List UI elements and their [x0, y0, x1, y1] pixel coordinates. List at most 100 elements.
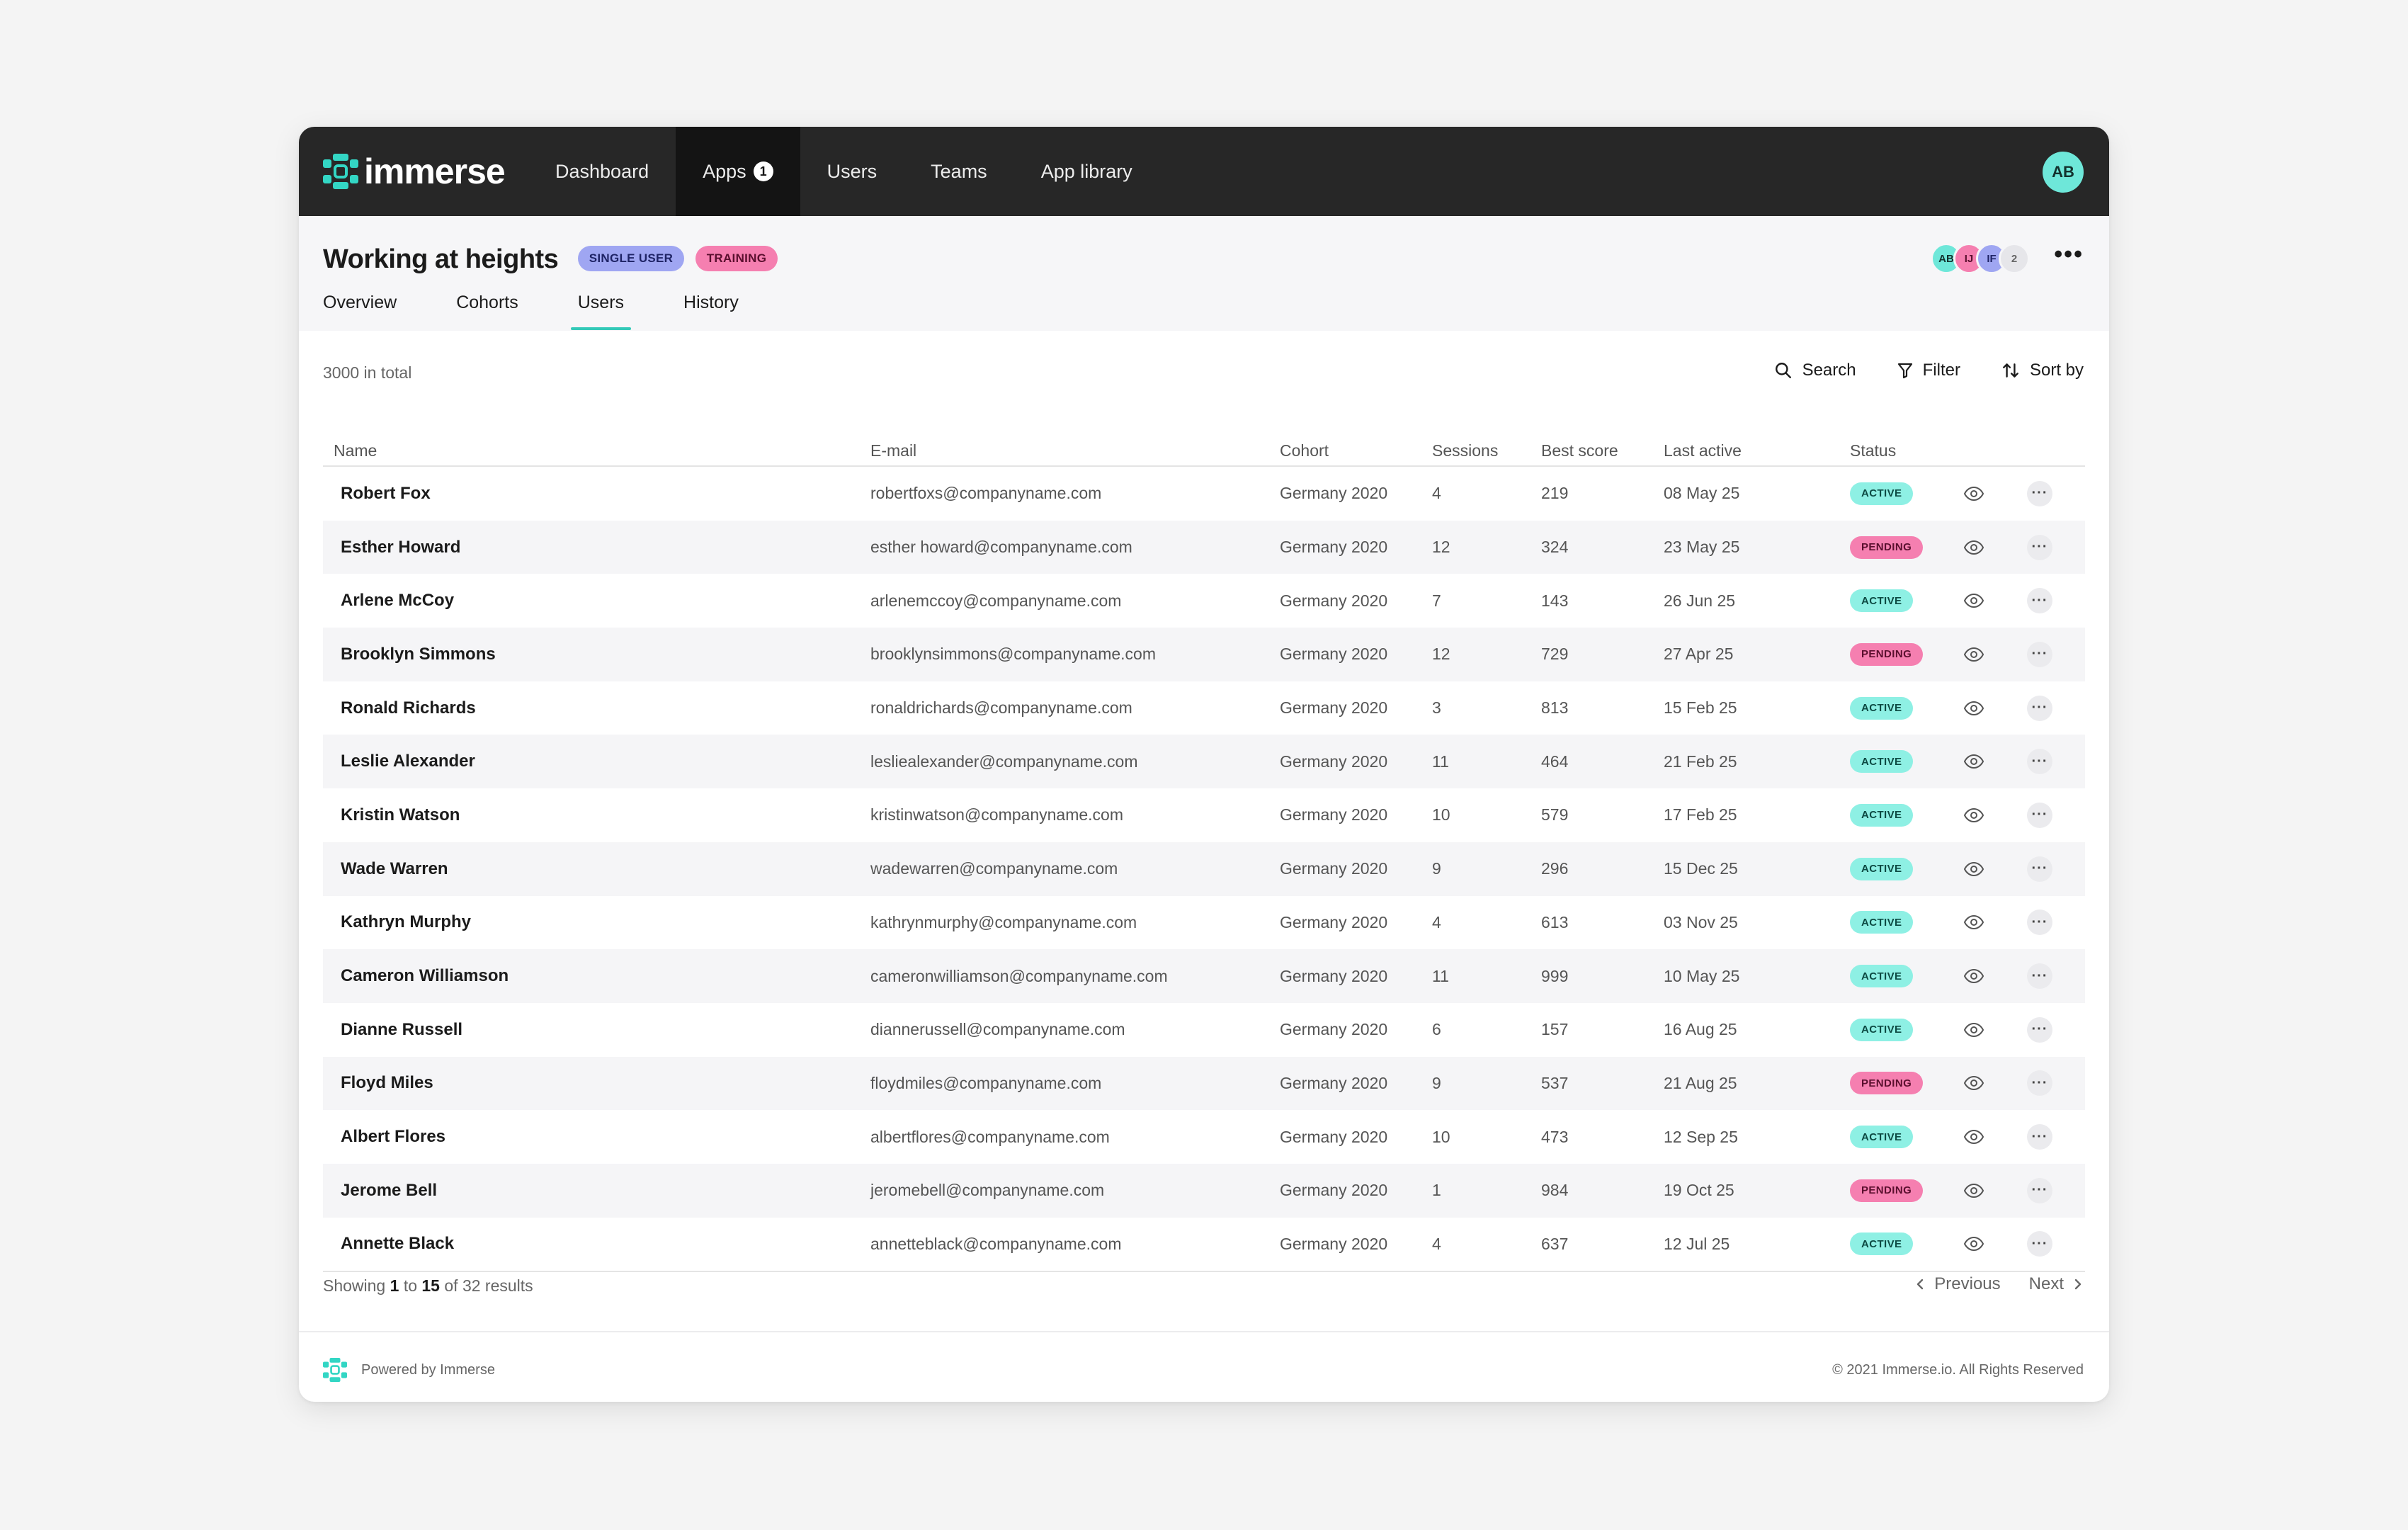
table-row[interactable]: Kathryn Murphy kathrynmurphy@companyname.… — [323, 896, 2085, 950]
view-button[interactable] — [1963, 788, 1984, 842]
more-horizontal-icon: ··· — [2027, 910, 2052, 936]
table-row[interactable]: Albert Flores albertflores@companyname.co… — [323, 1110, 2085, 1164]
table-row[interactable]: Ronald Richards ronaldrichards@companynam… — [323, 681, 2085, 735]
nav-item-teams[interactable]: Teams — [904, 127, 1014, 216]
column-header-best-score[interactable]: Best score — [1541, 441, 1618, 460]
row-actions-button[interactable]: ··· — [2027, 628, 2052, 681]
row-actions-button[interactable]: ··· — [2027, 1164, 2052, 1218]
nav-item-label: App library — [1040, 160, 1132, 182]
cell-cohort: Germany 2020 — [1280, 1234, 1388, 1253]
column-header-last-active[interactable]: Last active — [1664, 441, 1742, 460]
filter-button[interactable]: Filter — [1897, 361, 1960, 380]
cell-best-score: 143 — [1541, 591, 1569, 610]
view-button[interactable] — [1963, 896, 1984, 950]
row-actions-button[interactable]: ··· — [2027, 896, 2052, 950]
cell-last-active: 19 Oct 25 — [1664, 1181, 1734, 1200]
table-row[interactable]: Wade Warren wadewarren@companyname.com Ger… — [323, 842, 2085, 896]
eye-icon — [1963, 1022, 1984, 1037]
cell-cohort: Germany 2020 — [1280, 1127, 1388, 1146]
row-actions-button[interactable]: ··· — [2027, 1057, 2052, 1111]
view-button[interactable] — [1963, 1218, 1984, 1271]
main-nav: Dashboard Apps 1 Users Teams App library — [528, 127, 1159, 216]
collaborator-avatars[interactable]: AB IJ IF 2 — [1931, 243, 2030, 274]
table-row[interactable]: Dianne Russell diannerussell@companyname.… — [323, 1003, 2085, 1057]
tab-overview[interactable]: Overview — [323, 293, 397, 312]
row-actions-button[interactable]: ··· — [2027, 788, 2052, 842]
cell-name: Robert Fox — [341, 483, 431, 503]
view-button[interactable] — [1963, 949, 1984, 1003]
status-badge: ACTIVE — [1850, 1126, 1914, 1149]
column-header-sessions[interactable]: Sessions — [1432, 441, 1499, 460]
nav-item-apps[interactable]: Apps 1 — [676, 127, 800, 216]
tab-history[interactable]: History — [683, 293, 739, 312]
apps-count-badge: 1 — [753, 162, 773, 181]
cell-status: ACTIVE — [1850, 467, 1914, 521]
more-horizontal-icon: ··· — [2027, 588, 2052, 614]
app-window: immerse Dashboard Apps 1 Users Teams App … — [299, 127, 2109, 1402]
view-button[interactable] — [1963, 681, 1984, 735]
view-button[interactable] — [1963, 1057, 1984, 1111]
table-row[interactable]: Jerome Bell jeromebell@companyname.com Ger… — [323, 1163, 2085, 1218]
view-button[interactable] — [1963, 521, 1984, 574]
row-actions-button[interactable]: ··· — [2027, 842, 2052, 896]
table-row[interactable]: Annette Black annetteblack@companyname.co… — [323, 1218, 2085, 1271]
view-button[interactable] — [1963, 574, 1984, 628]
column-header-name[interactable]: Name — [334, 441, 377, 460]
cell-status: ACTIVE — [1850, 842, 1914, 896]
chevron-right-icon — [2074, 1279, 2082, 1290]
view-button[interactable] — [1963, 628, 1984, 681]
search-button[interactable]: Search — [1774, 361, 1856, 380]
table-row[interactable]: Brooklyn Simmons brooklynsimmons@companyn… — [323, 628, 2085, 681]
cell-sessions: 11 — [1432, 966, 1449, 985]
column-header-status[interactable]: Status — [1850, 441, 1897, 460]
more-options-icon[interactable]: ••• — [2054, 241, 2084, 268]
view-button[interactable] — [1963, 1003, 1984, 1057]
view-button[interactable] — [1963, 1164, 1984, 1218]
row-actions-button[interactable]: ··· — [2027, 1110, 2052, 1164]
status-badge: ACTIVE — [1850, 482, 1914, 505]
nav-item-users[interactable]: Users — [800, 127, 904, 216]
cell-status: ACTIVE — [1850, 735, 1914, 788]
column-header-email[interactable]: E-mail — [870, 441, 917, 460]
cell-best-score: 729 — [1541, 645, 1569, 664]
view-button[interactable] — [1963, 467, 1984, 521]
view-button[interactable] — [1963, 735, 1984, 788]
nav-item-label: Teams — [931, 160, 987, 182]
view-button[interactable] — [1963, 1110, 1984, 1164]
user-avatar[interactable]: AB — [2043, 152, 2084, 193]
row-actions-button[interactable]: ··· — [2027, 467, 2052, 521]
cell-cohort: Germany 2020 — [1280, 1181, 1388, 1200]
table-row[interactable]: Leslie Alexander lesliealexander@companyn… — [323, 735, 2085, 789]
row-actions-button[interactable]: ··· — [2027, 681, 2052, 735]
tab-users[interactable]: Users — [570, 293, 632, 330]
table-row[interactable]: Esther Howard esther howard@companyname.c… — [323, 520, 2085, 574]
cell-best-score: 813 — [1541, 698, 1569, 718]
next-page-button[interactable]: Next — [2029, 1274, 2084, 1294]
eye-icon — [1963, 1183, 1984, 1198]
previous-page-button[interactable]: Previous — [1914, 1274, 2001, 1294]
table-row[interactable]: Robert Fox robertfoxs@companyname.com Germ… — [323, 467, 2085, 521]
row-actions-button[interactable]: ··· — [2027, 1003, 2052, 1057]
row-actions-button[interactable]: ··· — [2027, 1218, 2052, 1271]
cell-cohort: Germany 2020 — [1280, 966, 1388, 985]
view-button[interactable] — [1963, 842, 1984, 896]
brand[interactable]: immerse — [323, 154, 528, 189]
cell-last-active: 23 May 25 — [1664, 538, 1740, 557]
row-actions-button[interactable]: ··· — [2027, 521, 2052, 574]
column-header-cohort[interactable]: Cohort — [1280, 441, 1329, 460]
row-actions-button[interactable]: ··· — [2027, 574, 2052, 628]
nav-item-dashboard[interactable]: Dashboard — [528, 127, 676, 216]
sort-label: Sort by — [2029, 361, 2084, 380]
row-actions-button[interactable]: ··· — [2027, 735, 2052, 788]
sort-button[interactable]: Sort by — [2001, 361, 2084, 380]
table-row[interactable]: Floyd Miles floydmiles@companyname.com Ger… — [323, 1056, 2085, 1111]
table-row[interactable]: Cameron Williamson cameronwilliamson@comp… — [323, 949, 2085, 1003]
table-row[interactable]: Kristin Watson kristinwatson@companyname.… — [323, 788, 2085, 842]
cell-email: diannerussell@companyname.com — [870, 1020, 1125, 1039]
nav-item-label: Users — [827, 160, 878, 182]
status-badge: ACTIVE — [1850, 911, 1914, 934]
row-actions-button[interactable]: ··· — [2027, 949, 2052, 1003]
nav-item-app-library[interactable]: App library — [1014, 127, 1159, 216]
table-row[interactable]: Arlene McCoy arlenemccoy@companyname.com G… — [323, 574, 2085, 628]
tab-cohorts[interactable]: Cohorts — [456, 293, 518, 312]
